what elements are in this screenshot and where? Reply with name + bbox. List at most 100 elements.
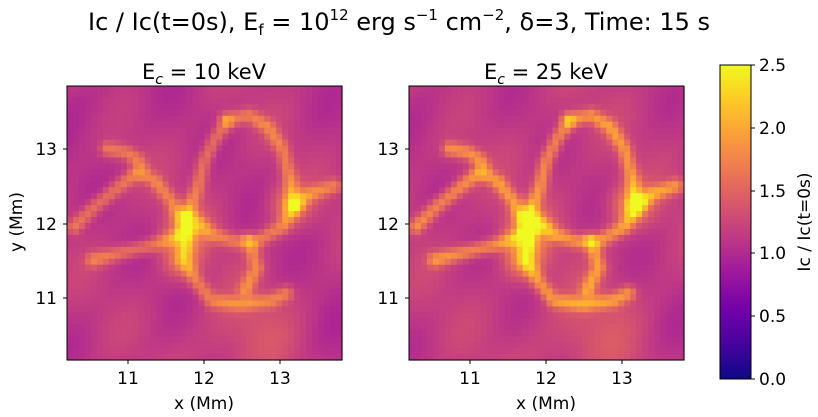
heatmap-2-cell <box>528 276 536 284</box>
heatmap-1-cell <box>198 91 206 99</box>
heatmap-1-cell <box>336 97 343 105</box>
heatmap-2-cell <box>522 318 530 325</box>
heatmap-2-cell <box>570 175 577 182</box>
heatmap-1-cell <box>114 91 122 99</box>
heatmap-1-cell <box>282 86 289 93</box>
heatmap-1-cell <box>192 97 200 105</box>
heatmap-1-cell <box>234 181 241 188</box>
p1-xtick-label-11: 11 <box>117 369 139 389</box>
heatmap-1-cell <box>168 264 176 272</box>
heatmap-1-cell <box>138 97 146 105</box>
heatmap-1-cell <box>168 187 176 194</box>
heatmap-1-cell <box>114 145 122 153</box>
heatmap-2-cell <box>546 288 554 296</box>
heatmap-1-cell <box>120 133 128 141</box>
heatmap-2-cell <box>480 246 488 254</box>
heatmap-1-cell <box>246 151 253 159</box>
heatmap-1-cell <box>252 193 259 200</box>
heatmap-2-cell <box>558 294 566 302</box>
heatmap-2-cell <box>618 246 625 254</box>
heatmap-1-cell <box>168 300 176 307</box>
heatmap-2-cell <box>409 121 416 129</box>
heatmap-1-cell <box>282 342 289 349</box>
heatmap-2-cell <box>432 175 440 182</box>
heatmap-2-cell <box>558 157 566 165</box>
heatmap-2-cell <box>456 252 464 260</box>
heatmap-1-cell <box>318 175 325 182</box>
heatmap-1-cell <box>78 97 86 105</box>
heatmap-2-cell <box>534 127 542 135</box>
heatmap-2-cell <box>409 223 416 230</box>
heatmap-1-cell <box>174 270 182 278</box>
heatmap-2-cell <box>606 157 613 165</box>
heatmap-1-cell <box>78 264 86 272</box>
heatmap-2-cell <box>660 342 667 349</box>
heatmap-1-cell <box>204 121 212 129</box>
heatmap-2-cell <box>672 217 679 224</box>
heatmap-1-cell <box>78 175 86 182</box>
heatmap-1-cell <box>240 240 247 248</box>
heatmap-1-cell <box>234 97 241 105</box>
heatmap-1-cell <box>222 97 230 105</box>
heatmap-1-cell <box>138 205 146 212</box>
heatmap-1-cell <box>318 121 325 129</box>
heatmap-1-cell <box>318 318 325 325</box>
heatmap-1-cell <box>126 163 134 170</box>
heatmap-2-cell <box>618 169 625 176</box>
heatmap-2-cell <box>498 354 506 361</box>
heatmap-1-cell <box>276 169 283 176</box>
heatmap-2-cell <box>474 97 482 105</box>
heatmap-2-cell <box>636 145 643 153</box>
heatmap-2-cell <box>576 228 583 236</box>
heatmap-2-cell <box>486 282 494 290</box>
heatmap-1-cell <box>78 228 86 236</box>
heatmap-2-cell <box>606 336 613 343</box>
heatmap-1-cell <box>174 175 182 182</box>
heatmap-1-cell <box>180 246 188 254</box>
heatmap-2-cell <box>642 133 649 141</box>
heatmap-2-cell <box>492 306 500 313</box>
heatmap-1-cell <box>270 282 277 290</box>
heatmap-1-cell <box>276 258 283 266</box>
heatmap-2-cell <box>534 300 542 307</box>
heatmap-2-cell <box>534 103 542 111</box>
heatmap-1-cell <box>300 103 307 111</box>
heatmap-1-cell <box>72 240 80 248</box>
heatmap-2-cell <box>462 282 470 290</box>
heatmap-1-cell <box>198 217 206 224</box>
heatmap-1-cell <box>288 300 295 307</box>
heatmap-1-cell <box>108 193 116 200</box>
heatmap-1-cell <box>228 312 235 319</box>
heatmap-2-cell <box>606 133 613 141</box>
heatmap-2-cell <box>642 211 649 218</box>
heatmap-1-cell <box>312 163 319 170</box>
heatmap-1-cell <box>306 163 313 170</box>
heatmap-2-cell <box>552 228 560 236</box>
heatmap-1-cell <box>120 336 128 343</box>
heatmap-1-cell <box>270 288 277 296</box>
heatmap-1-cell <box>102 258 110 266</box>
heatmap-2-cell <box>564 288 572 296</box>
heatmap-1-cell <box>204 115 212 123</box>
heatmap-1-cell <box>240 115 247 123</box>
heatmap-1-cell <box>210 139 218 147</box>
heatmap-1-cell <box>324 205 331 212</box>
heatmap-2-cell <box>636 318 643 325</box>
heatmap-2-cell <box>624 312 631 319</box>
heatmap-1-cell <box>72 151 80 159</box>
heatmap-2-cell <box>606 187 613 194</box>
heatmap-2-cell <box>534 240 542 248</box>
heatmap-1-cell <box>282 348 289 355</box>
heatmap-2-cell <box>540 133 548 141</box>
heatmap-2-cell <box>630 169 637 176</box>
heatmap-2-cell <box>594 294 601 302</box>
heatmap-2-cell <box>666 252 673 260</box>
heatmap-2-cell <box>570 324 577 331</box>
heatmap-2-cell <box>522 342 530 349</box>
heatmap-2-cell <box>582 342 589 349</box>
heatmap-1-cell <box>240 91 247 99</box>
heatmap-1-cell <box>102 181 110 188</box>
heatmap-2-cell <box>612 91 619 99</box>
heatmap-2-cell <box>576 240 583 248</box>
heatmap-1-cell <box>246 330 253 337</box>
